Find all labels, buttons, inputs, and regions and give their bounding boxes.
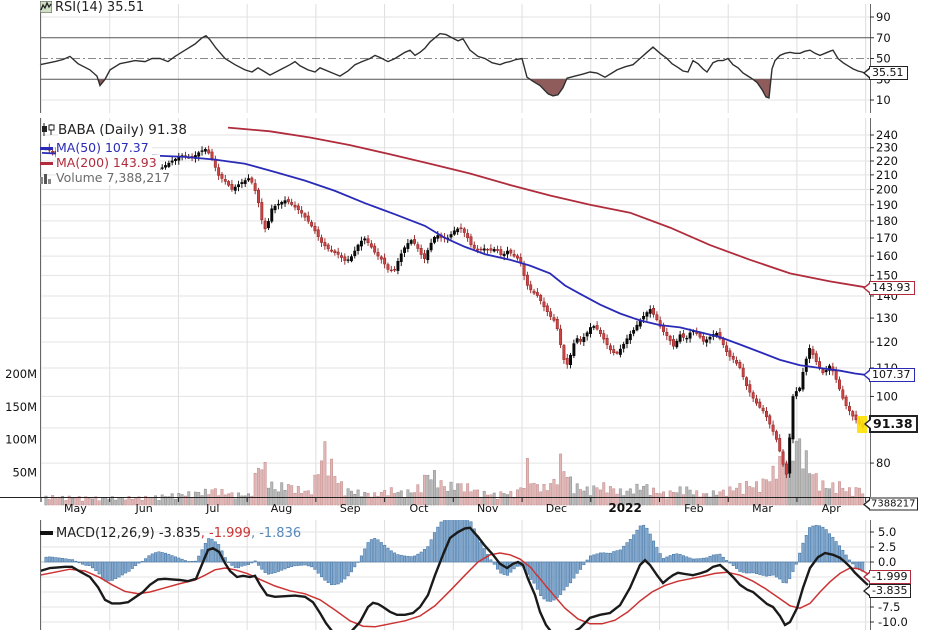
- svg-text:80: 80: [876, 456, 891, 470]
- rsi-line: [39, 32, 867, 99]
- rsi-value-callout: 35.51: [869, 66, 908, 80]
- ma50-line-icon: [40, 147, 53, 150]
- month-label: Oct: [409, 502, 429, 515]
- macd-series: [40, 520, 869, 630]
- svg-text:5.0: 5.0: [878, 525, 896, 539]
- macd-hist-label: , -1.836: [250, 526, 302, 541]
- svg-text:150: 150: [876, 268, 898, 282]
- symbol-legend-row: BABA (Daily) 91.38: [40, 122, 190, 140]
- svg-text:240: 240: [876, 128, 898, 142]
- svg-text:100M: 100M: [5, 433, 37, 447]
- svg-text:50M: 50M: [12, 465, 37, 479]
- macd-value-callout: -3.835: [869, 584, 912, 598]
- svg-text:-7.5: -7.5: [878, 600, 900, 614]
- svg-text:190: 190: [876, 198, 898, 212]
- month-label: Apr: [822, 502, 842, 515]
- rsi-legend: RSI(14) 35.51: [39, 0, 145, 17]
- macd-line-icon: [40, 531, 53, 535]
- candlestick-icon: [40, 123, 55, 140]
- svg-text:150M: 150M: [5, 400, 37, 414]
- ma200-line-icon: [40, 162, 53, 165]
- volume-value-callout: 7388217: [869, 497, 918, 511]
- svg-text:100: 100: [876, 389, 898, 403]
- macd-legend: MACD(12,26,9) -3.835, -1.999, -1.836: [40, 526, 301, 541]
- rsi-indicator-icon: [39, 0, 53, 17]
- date-axis: May Jun Jul Aug Sep Oct Nov Dec 2022 Feb Mar Apr: [40, 497, 867, 515]
- macd-main-line: [40, 526, 869, 630]
- ma50-line: [41, 152, 869, 377]
- volume-label: Volume 7,388,217: [56, 170, 174, 185]
- ma50-label: MA(50) 107.37: [56, 140, 152, 155]
- symbol-label: BABA (Daily) 91.38: [58, 122, 190, 138]
- price-legend: BABA (Daily) 91.38 MA(50) 107.37 MA(200)…: [40, 122, 190, 187]
- svg-text:200: 200: [876, 182, 898, 196]
- ma200-legend-row: MA(200) 143.93: [40, 155, 190, 170]
- rsi-panel: 9070503010: [39, 4, 891, 113]
- svg-text:200M: 200M: [5, 367, 37, 381]
- ma200-line: [227, 126, 869, 289]
- svg-text:170: 170: [876, 231, 898, 245]
- macd-signal-callout: -1.999: [869, 570, 912, 584]
- rsi-legend-label: RSI(14) 35.51: [55, 0, 145, 15]
- month-label: Nov: [477, 502, 499, 515]
- svg-text:-10.0: -10.0: [878, 615, 908, 629]
- month-label: Aug: [271, 502, 292, 515]
- svg-text:130: 130: [876, 311, 898, 325]
- svg-text:70: 70: [876, 31, 891, 45]
- volume-legend-row: Volume 7,388,217: [40, 170, 190, 187]
- volume-bars-icon: [40, 172, 53, 187]
- svg-text:180: 180: [876, 214, 898, 228]
- ma50-value-callout: 107.37: [869, 368, 915, 382]
- svg-text:2.5: 2.5: [878, 540, 896, 554]
- month-label: Dec: [546, 502, 567, 515]
- month-label: Mar: [752, 502, 773, 515]
- ma200-value-callout: 143.93: [869, 281, 915, 295]
- macd-main-label: MACD(12,26,9) -3.835: [56, 526, 201, 541]
- month-label: Sep: [340, 502, 361, 515]
- ma200-label: MA(200) 143.93: [56, 155, 160, 170]
- svg-text:120: 120: [876, 335, 898, 349]
- last-price-callout: 91.38: [869, 415, 918, 433]
- svg-text:230: 230: [876, 141, 898, 155]
- svg-text:210: 210: [876, 168, 898, 182]
- svg-text:50: 50: [876, 52, 891, 66]
- month-label: 2022: [608, 501, 641, 515]
- svg-text:10: 10: [876, 93, 891, 107]
- svg-text:220: 220: [876, 154, 898, 168]
- svg-text:0.0: 0.0: [878, 555, 896, 569]
- month-label: May: [64, 502, 87, 515]
- svg-text:90: 90: [876, 10, 891, 24]
- svg-text:160: 160: [876, 249, 898, 263]
- month-label: Feb: [684, 502, 703, 515]
- macd-panel: 5.02.50.0-2.5-5.0-7.5-10.0: [40, 520, 908, 630]
- ma50-legend-row: MA(50) 107.37: [40, 140, 190, 155]
- macd-signal-label: , -1.999: [200, 526, 251, 541]
- last-candle-highlight: [857, 416, 867, 433]
- month-label: Jul: [205, 502, 219, 515]
- month-label: Jun: [134, 502, 152, 515]
